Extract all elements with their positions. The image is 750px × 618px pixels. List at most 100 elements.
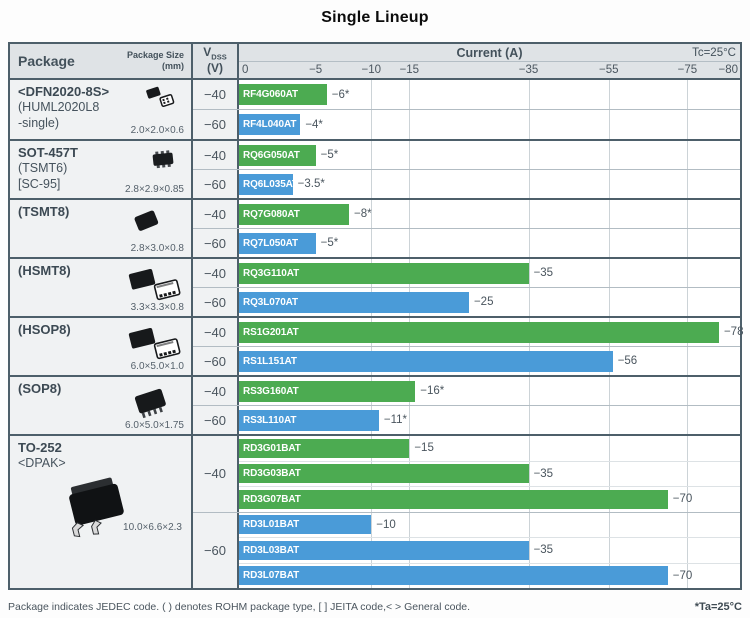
gridline	[371, 229, 373, 257]
package-section-tsmt8: (TSMT8) 2.8×3.0×0.8 −40 RQ7G080AT −8* −60 RQ7L…	[10, 198, 740, 257]
gridline	[528, 80, 530, 109]
gridline	[371, 80, 373, 109]
part-number-label: RD3L01BAT	[243, 519, 300, 531]
package-cell-hsmt8: (HSMT8) 3.3×3.3×0.8	[10, 259, 193, 316]
gridline	[687, 110, 689, 139]
bar-row: RQ7L050AT −5*	[239, 229, 740, 257]
package-name-line: <DFN2020-8S>	[18, 84, 110, 99]
vdss-group: −40 RS1G201AT −78	[193, 318, 743, 346]
vdss-value: −60	[193, 110, 239, 139]
current-value-label: −56	[617, 355, 638, 367]
axis-tick--5: −5	[309, 64, 323, 76]
bar-row: RD3G03BAT −35	[239, 460, 740, 487]
part-number-label: RQ7G080AT	[243, 208, 300, 220]
package-section-sop8: (SOP8) 6.0×5.0×1.75 −40 RS3G160AT −16* −60 RS3…	[10, 375, 740, 434]
gridline	[371, 170, 373, 198]
package-name-line: -single)	[18, 115, 59, 130]
gridline	[528, 436, 530, 512]
current-bar: RF4L040AT	[239, 114, 301, 135]
axis-tick--35: −35	[518, 64, 539, 76]
bar-row: RS1L151AT −56	[239, 347, 740, 375]
gridline	[687, 259, 689, 287]
chart-zone: RQ6G050AT −5*	[239, 141, 740, 169]
gridline	[687, 80, 689, 109]
sop8-package-icon	[127, 385, 175, 421]
vdss-group: −40 RD3G01BAT −15 RD3G03BAT −35 RD3G07BAT −70	[193, 436, 740, 512]
axis-tick-0: 0	[242, 64, 249, 76]
footnote-row: Package indicates JEDEC code. ( ) denote…	[8, 601, 742, 613]
current-bar: RQ3L070AT	[239, 291, 469, 313]
axis-tick--10: −10	[361, 64, 382, 76]
part-number-label: RQ6L035AT	[243, 178, 299, 190]
header-package-label: Package	[18, 53, 75, 69]
package-name-line: (TSMT8)	[18, 204, 70, 219]
chart-zone: RQ3G110AT −35	[239, 259, 740, 287]
gridline	[608, 80, 610, 109]
part-number-label: RD3G03BAT	[243, 468, 301, 480]
current-bar: RD3L03BAT	[239, 540, 529, 560]
chart-zone: RQ3L070AT −25	[239, 288, 740, 316]
gridline	[528, 259, 530, 287]
package-cell-hsop8: (HSOP8) 6.0×5.0×1.0	[10, 318, 193, 375]
chart-zone: RS3L110AT −11*	[239, 406, 740, 434]
current-value-label: −35	[533, 267, 554, 279]
package-name-line: [SC-95]	[18, 176, 61, 191]
vdss-value: −60	[193, 406, 239, 434]
package-section-sot457t: SOT-457T (TSMT6) [SC-95] 2.8×2.9×0.85 −40 RQ6…	[10, 139, 740, 198]
current-bar: RQ7L050AT	[239, 232, 316, 254]
current-value-label: −4*	[305, 118, 323, 131]
current-value-label: −11*	[383, 414, 408, 426]
gridline	[528, 288, 530, 316]
package-section-hsmt8: (HSMT8) 3.3×3.3×0.8 −40 RQ3G110AT −35 −60 RQ3L…	[10, 257, 740, 316]
chart-zone: RD3L01BAT −10 RD3L03BAT −35 RD3L07BAT −70	[239, 512, 740, 589]
gridline	[528, 377, 530, 405]
part-number-label: RS1G201AT	[243, 326, 299, 338]
gridline	[687, 436, 689, 512]
gridline	[608, 110, 610, 139]
current-bar: RD3L01BAT	[239, 515, 372, 535]
bar-row: RD3G07BAT −70	[239, 486, 740, 512]
gridline	[687, 141, 689, 169]
header-package-cell: Package Package Size (mm)	[10, 44, 193, 78]
part-number-label: RS3L110AT	[243, 414, 297, 426]
vdss-value: −60	[193, 170, 239, 198]
footnote-text: Package indicates JEDEC code. ( ) denote…	[8, 601, 471, 613]
vdss-group: −60 RQ6L035AT −3.5*	[193, 169, 740, 198]
current-bar: RD3G01BAT	[239, 438, 410, 458]
vdss-value: −60	[193, 229, 239, 257]
current-value-label: −35	[533, 544, 554, 557]
package-size-value: 2.8×3.0×0.8	[130, 243, 184, 254]
vdss-value: −60	[193, 347, 239, 375]
gridline	[528, 406, 530, 434]
axis-tick--55: −55	[598, 64, 619, 76]
gridline	[608, 141, 610, 169]
package-cell-sop8: (SOP8) 6.0×5.0×1.75	[10, 377, 193, 434]
vdss-group: −60 RQ7L050AT −5*	[193, 228, 740, 257]
axis-tick--75: −75	[677, 64, 698, 76]
chart-zone: RS1L151AT −56	[239, 347, 740, 375]
current-value-label: −8*	[354, 208, 372, 220]
gridline	[371, 110, 373, 139]
vdss-value: −40	[193, 200, 239, 228]
bar-row: RQ6L035AT −3.5*	[239, 170, 740, 198]
package-size-value: 2.8×2.9×0.85	[125, 184, 184, 195]
page-title: Single Lineup	[321, 9, 429, 26]
part-number-label: RD3L03BAT	[243, 544, 300, 556]
bar-row: RD3L07BAT −70	[239, 562, 740, 589]
gridline	[409, 80, 411, 109]
chart-zone: RF4G060AT −6*	[239, 80, 740, 109]
current-value-label: −6*	[331, 88, 350, 101]
current-value-label: −5*	[320, 149, 339, 161]
bar-row: RQ7G080AT −8*	[239, 200, 740, 228]
gridline	[409, 200, 411, 228]
vdss-value: −40	[193, 318, 239, 346]
gridline	[371, 141, 373, 169]
vdss-value: −60	[193, 512, 239, 588]
package-section-to252: TO-252 <DPAK> 10.0×6.6×2.3 −40 RD3G01BAT −15 R…	[10, 434, 740, 588]
gridline	[687, 512, 689, 588]
package-cell-tsmt8: (TSMT8) 2.8×3.0×0.8	[10, 200, 193, 257]
vdss-value: −40	[193, 259, 239, 287]
to252-package-icon	[52, 474, 138, 540]
package-name-line: (SOP8)	[18, 381, 62, 396]
chart-zone: RQ7L050AT −5*	[239, 229, 740, 257]
